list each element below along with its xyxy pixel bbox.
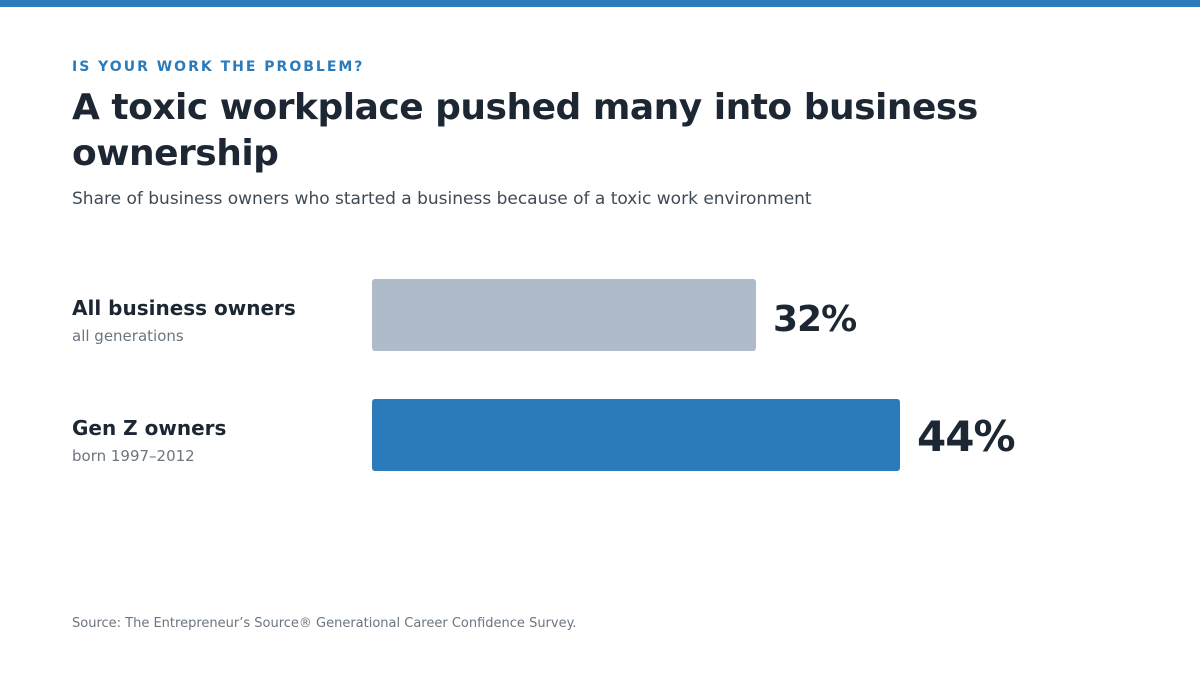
bar-row: All business owners all generations 32% (72, 279, 857, 351)
category-label: All business owners (72, 296, 296, 320)
category-sublabel: all generations (72, 327, 184, 345)
bar (372, 279, 756, 351)
chart-title: A toxic workplace pushed many into busin… (72, 87, 978, 174)
bar-chart: All business owners all generations 32% Gen… (72, 279, 1016, 471)
bar (372, 399, 900, 471)
bar-row: Gen Z owners born 1997–2012 44% (72, 399, 1016, 471)
value-label: 44% (917, 412, 1015, 461)
chart-subtitle: Share of business owners who started a b… (72, 189, 812, 209)
category-sublabel: born 1997–2012 (72, 447, 195, 465)
kicker: IS YOUR WORK THE PROBLEM? (72, 59, 365, 75)
top-accent-bar (0, 0, 1200, 7)
source-note: Source: The Entrepreneur’s Source® Gener… (72, 616, 577, 631)
value-label: 32% (773, 299, 856, 340)
category-label: Gen Z owners (72, 416, 226, 440)
